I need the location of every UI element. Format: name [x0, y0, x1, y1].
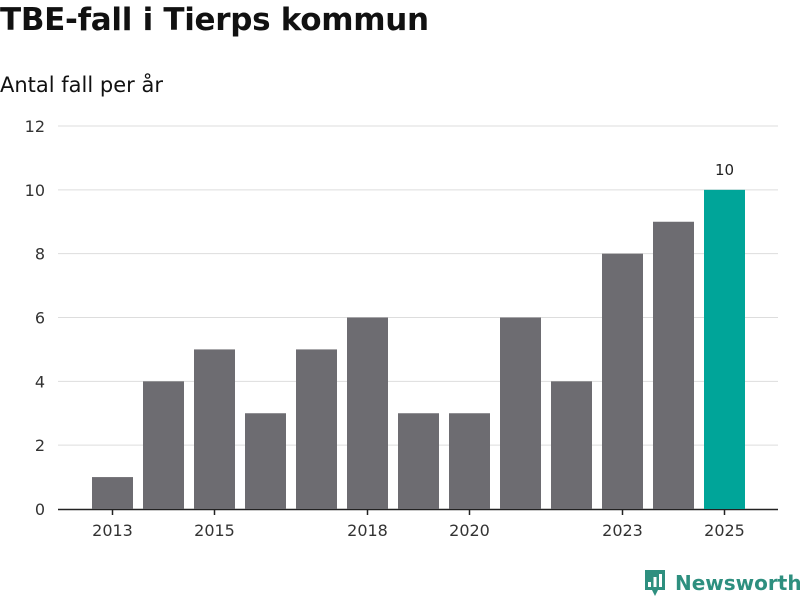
- y-tick-label: 6: [35, 309, 45, 328]
- y-tick-label: 8: [35, 245, 45, 264]
- x-tick-label: 2018: [347, 521, 388, 540]
- x-tick-label: 2015: [194, 521, 235, 540]
- bar-2017: [296, 349, 337, 509]
- brand-logo: Newsworthy: [643, 568, 800, 598]
- labels: 0 2 4 6 8 10 12 10 2013 2015 2018 2020 2023 2025: [25, 117, 745, 540]
- y-tick-label: 0: [35, 500, 45, 519]
- chart-title: TBE-fall i Tierps kommun: [0, 2, 429, 38]
- y-tick-label: 12: [25, 117, 45, 136]
- newsworthy-logo-icon: [645, 570, 665, 596]
- bar-2013: [92, 477, 133, 509]
- y-tick-label: 4: [35, 372, 45, 391]
- bar-2019: [398, 413, 439, 509]
- bar-2020: [449, 413, 490, 509]
- x-tick-label: 2025: [704, 521, 745, 540]
- bar-2025: [704, 189, 745, 510]
- x-tick-label: 2020: [449, 521, 490, 540]
- bar-2018: [347, 317, 388, 509]
- x-tick-label: 2023: [602, 521, 643, 540]
- bar-2021: [500, 317, 541, 509]
- bar-2014: [143, 381, 184, 509]
- bar-2023: [602, 253, 643, 509]
- y-tick-label: 10: [25, 181, 45, 200]
- bar-2016: [245, 413, 286, 509]
- chart-subtitle: Antal fall per år: [0, 73, 163, 97]
- brand-name: Newsworthy: [675, 571, 800, 595]
- y-tick-label: 2: [35, 436, 45, 455]
- bars: [92, 189, 745, 510]
- bar-2022: [551, 381, 592, 509]
- data-label-2025: 10: [715, 161, 734, 179]
- x-tick-label: 2013: [92, 521, 133, 540]
- bar-2024: [653, 221, 694, 509]
- bar-2015: [194, 349, 235, 509]
